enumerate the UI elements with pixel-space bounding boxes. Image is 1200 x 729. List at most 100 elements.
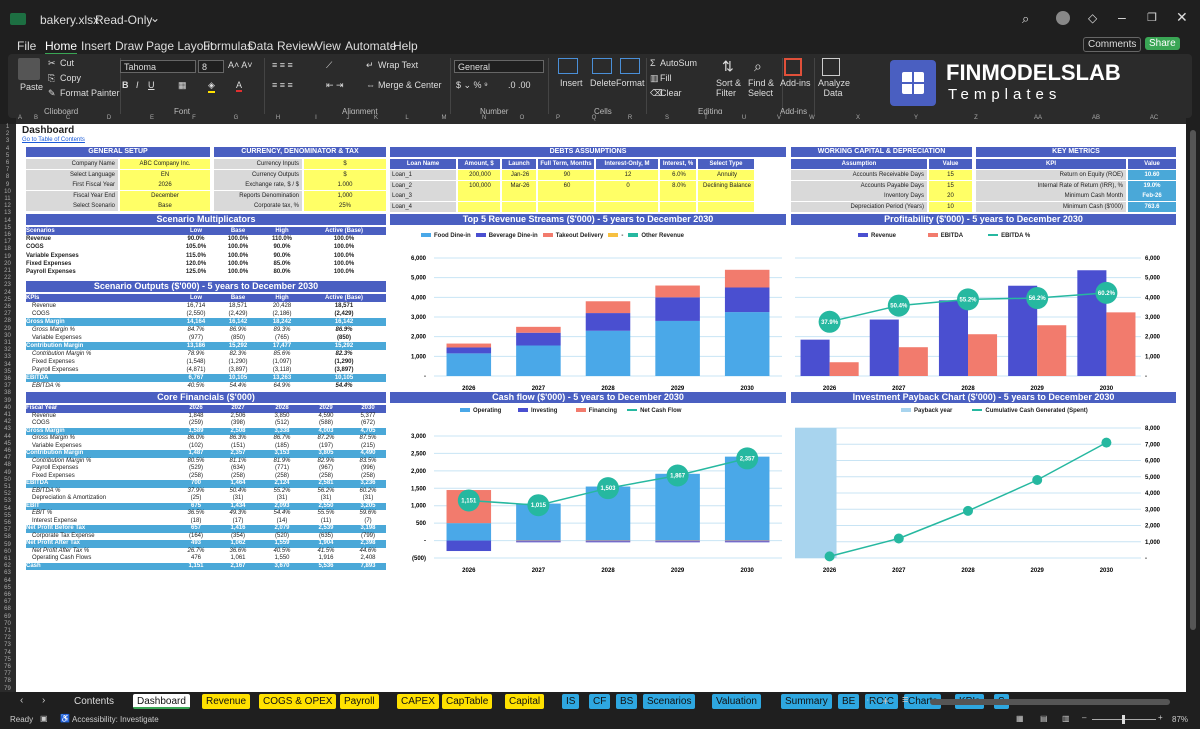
row-header[interactable]: 26 xyxy=(4,304,11,310)
column-header[interactable]: M xyxy=(441,115,447,121)
row-header[interactable]: 75 xyxy=(4,656,11,663)
row-header[interactable]: 46 xyxy=(4,448,11,454)
row-header[interactable]: 70 xyxy=(4,620,11,627)
clipboard-icon[interactable] xyxy=(18,58,40,80)
row-header[interactable]: 67 xyxy=(4,599,11,606)
row-header[interactable]: 66 xyxy=(4,592,11,598)
tab-cogs-opex[interactable]: COGS & OPEX xyxy=(259,694,337,709)
column-header[interactable]: O xyxy=(519,115,525,121)
fill-button[interactable]: Fill xyxy=(660,73,672,83)
metric-value[interactable]: Feb-26 xyxy=(1128,191,1176,202)
column-header[interactable]: J xyxy=(346,115,350,121)
column-header[interactable]: T xyxy=(704,115,708,121)
row-header[interactable]: 34 xyxy=(4,361,11,368)
tab-scroll-left-icon[interactable]: ‹ xyxy=(20,695,24,706)
column-header[interactable]: L xyxy=(405,115,409,121)
row-header[interactable]: 20 xyxy=(4,260,11,267)
tab-payroll[interactable]: Payroll xyxy=(340,694,379,709)
row-header[interactable]: 21 xyxy=(4,268,11,274)
row-header[interactable]: 38 xyxy=(4,390,11,397)
row-header[interactable]: 13 xyxy=(4,210,11,217)
row-header[interactable]: 14 xyxy=(4,217,11,224)
row-header[interactable]: 59 xyxy=(4,541,11,548)
debts-cell[interactable] xyxy=(458,201,500,212)
setup-value[interactable]: Base xyxy=(120,201,210,212)
column-header[interactable]: P xyxy=(555,115,560,121)
setup-value[interactable]: 2026 xyxy=(120,180,210,191)
insert-cells-button[interactable]: Insert xyxy=(560,78,583,88)
vertical-scrollbar[interactable] xyxy=(1186,124,1200,692)
decimal-icon[interactable]: .0 .00 xyxy=(508,80,531,90)
menu-automate[interactable]: Automate xyxy=(345,39,397,53)
avatar[interactable] xyxy=(1056,11,1070,25)
row-header[interactable]: 54 xyxy=(4,505,11,512)
row-header[interactable]: 69 xyxy=(4,613,11,620)
row-header[interactable]: 24 xyxy=(4,289,11,296)
fill-icon[interactable]: ▥ xyxy=(650,73,659,83)
row-header[interactable]: 5 xyxy=(5,152,10,159)
column-header[interactable]: Y xyxy=(913,115,918,121)
row-header[interactable]: 39 xyxy=(4,397,11,404)
setup-value[interactable]: 1.000 xyxy=(304,180,386,191)
column-header[interactable]: AB xyxy=(1091,115,1100,121)
column-header[interactable]: D xyxy=(106,115,112,121)
macro-icon[interactable]: ▣ xyxy=(40,714,48,723)
analyze-data-button[interactable]: Analyze Data xyxy=(818,78,851,98)
zoom-thumb[interactable] xyxy=(1122,715,1125,724)
column-header[interactable]: V xyxy=(776,115,781,121)
row-header[interactable]: 68 xyxy=(4,606,11,613)
row-header[interactable]: 79 xyxy=(4,685,11,692)
clear-button[interactable]: Clear xyxy=(660,88,682,98)
scroll-thumb[interactable] xyxy=(1190,130,1196,630)
row-header[interactable]: 48 xyxy=(4,462,11,469)
column-header[interactable]: G xyxy=(233,115,239,121)
sort-filter-button[interactable]: Sort & Filter xyxy=(716,78,742,98)
row-header[interactable]: 22 xyxy=(4,275,11,282)
row-header[interactable]: 56 xyxy=(4,520,11,526)
metric-value[interactable]: 15 xyxy=(929,170,972,180)
tab-bs[interactable]: BS xyxy=(616,694,638,709)
row-header[interactable]: 73 xyxy=(4,642,11,649)
column-header[interactable]: S xyxy=(664,115,669,121)
wrap-icon[interactable]: ↵ xyxy=(366,60,374,70)
row-header[interactable]: 19 xyxy=(4,253,11,260)
metric-value[interactable]: 10.60 xyxy=(1128,170,1176,180)
underline-icon[interactable]: U xyxy=(148,80,155,90)
row-header[interactable]: 12 xyxy=(4,203,11,210)
column-header[interactable]: R xyxy=(627,115,633,121)
format-cells-button[interactable]: Format xyxy=(616,78,645,88)
column-header[interactable]: AA xyxy=(1033,115,1042,121)
row-header[interactable]: 9 xyxy=(5,181,10,188)
menu-data[interactable]: Data xyxy=(248,39,274,53)
row-header[interactable]: 28 xyxy=(4,318,11,325)
addins-icon[interactable] xyxy=(784,58,802,76)
bold-icon[interactable]: B xyxy=(122,80,129,90)
menu-draw[interactable]: Draw xyxy=(115,39,144,53)
menu-help[interactable]: Help xyxy=(393,39,418,53)
debts-cell[interactable] xyxy=(502,191,536,202)
setup-value[interactable]: $ xyxy=(304,159,386,169)
analyze-data-icon[interactable] xyxy=(822,58,840,76)
magnifier-icon[interactable]: ⌕ xyxy=(754,58,762,74)
row-header[interactable]: 25 xyxy=(4,296,11,303)
tab-valuation[interactable]: Valuation xyxy=(712,694,761,709)
column-header[interactable]: N xyxy=(481,115,487,121)
row-header[interactable]: 55 xyxy=(4,512,11,519)
row-header[interactable]: 3 xyxy=(5,138,10,145)
row-header[interactable]: 44 xyxy=(4,433,11,440)
metric-value[interactable]: 763.6 xyxy=(1128,201,1176,212)
row-header[interactable]: 72 xyxy=(4,635,11,642)
normal-view-icon[interactable]: ▦ xyxy=(1016,714,1024,723)
column-header[interactable]: I xyxy=(315,115,317,121)
debts-cell[interactable] xyxy=(660,191,696,202)
setup-value[interactable]: ABC Company Inc. xyxy=(120,159,210,169)
setup-value[interactable]: 25% xyxy=(304,201,386,212)
add-sheet-icon[interactable]: + xyxy=(882,694,890,708)
column-header[interactable]: Z xyxy=(974,115,978,121)
sort-icon[interactable]: ⇅ xyxy=(722,58,734,74)
page-layout-icon[interactable]: ▤ xyxy=(1040,714,1048,723)
debts-cell[interactable] xyxy=(538,201,594,212)
delete-cells-button[interactable]: Delete xyxy=(590,78,617,88)
tab-capex[interactable]: CAPEX xyxy=(397,694,439,709)
border-icon[interactable]: ▦ xyxy=(178,80,187,90)
